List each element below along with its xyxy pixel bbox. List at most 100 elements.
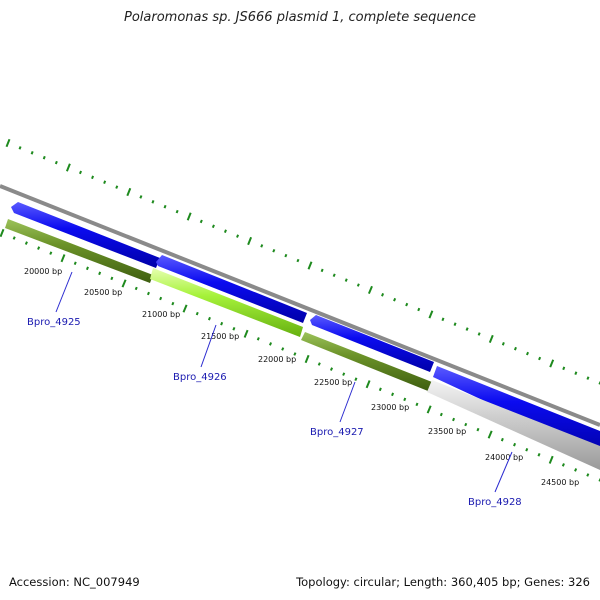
tick-mark [110, 276, 114, 281]
tick-mark [24, 241, 28, 245]
accession-text: Accession: NC_007949 [9, 575, 140, 589]
tick-mark [126, 187, 132, 197]
gene-label-bpro-4928[interactable]: Bpro_4928 [468, 497, 522, 508]
scale-label: 20500 bp [84, 288, 122, 297]
leader-line-bpro-4928 [494, 451, 513, 493]
tick-mark [91, 175, 95, 180]
tick-mark [428, 310, 434, 319]
leader-line-bpro-4925 [55, 271, 73, 313]
map-title: Polaromonas sp. JS666 plasmid 1, complet… [123, 10, 476, 25]
tick-mark [501, 342, 505, 346]
tick-mark [320, 268, 324, 273]
tick-mark [317, 362, 321, 366]
tick-mark [307, 261, 313, 270]
tick-mark [60, 254, 66, 263]
tick-mark [415, 402, 419, 407]
tick-mark [525, 351, 530, 356]
tick-mark [452, 417, 456, 422]
tick-mark [243, 329, 249, 338]
tick-mark [403, 397, 407, 402]
gene-label-bpro-4927[interactable]: Bpro_4927 [310, 427, 364, 438]
tick-mark [281, 347, 285, 351]
tick-mark [513, 442, 517, 447]
tick-mark [441, 317, 445, 322]
tick-mark [18, 146, 22, 150]
tick-mark [453, 322, 457, 326]
tick-mark [439, 412, 443, 417]
tick-mark [256, 337, 260, 341]
tick-mark [586, 376, 590, 380]
tick-mark [12, 236, 16, 240]
tick-mark [296, 258, 300, 263]
tick-mark [586, 473, 590, 477]
tick-mark [293, 352, 297, 356]
tick-mark [367, 285, 373, 294]
inner-tick-ring [0, 228, 600, 482]
tick-mark [85, 266, 89, 271]
tick-mark [476, 427, 480, 432]
tick-mark [354, 377, 358, 381]
outer-tick-ring [5, 138, 600, 385]
tick-mark [500, 437, 504, 442]
tick-mark [211, 224, 215, 229]
reverse-gene-bpro-4925[interactable] [5, 219, 153, 283]
tick-mark [223, 229, 227, 233]
leader-line-bpro-4927 [339, 381, 356, 423]
tick-mark [163, 204, 167, 209]
tick-mark [171, 301, 175, 306]
tick-mark [115, 185, 119, 189]
reverse-gene-bpro-4926[interactable] [150, 268, 303, 337]
tick-mark [365, 380, 371, 389]
gene-label-bpro-4926[interactable]: Bpro_4926 [173, 372, 227, 383]
tick-mark [159, 296, 163, 301]
tick-mark [417, 307, 421, 312]
tick-mark [121, 279, 127, 288]
tick-mark [574, 468, 578, 472]
tick-mark [103, 180, 107, 184]
scale-label: 24000 bp [485, 453, 523, 462]
tick-mark [549, 359, 555, 368]
tick-mark [488, 334, 494, 343]
forward-gene-3[interactable] [310, 315, 434, 372]
tick-mark [139, 195, 143, 199]
forward-gene-2[interactable] [156, 255, 307, 323]
tick-mark [199, 219, 203, 224]
tick-mark [151, 200, 155, 204]
tick-mark [381, 293, 385, 297]
reverse-strand-genes [5, 219, 600, 470]
scale-label: 21000 bp [142, 310, 180, 319]
tick-mark [98, 271, 102, 276]
tick-mark [232, 327, 236, 331]
scale-label: 22500 bp [314, 378, 352, 387]
tick-mark [548, 455, 554, 464]
tick-mark [464, 422, 468, 427]
forward-gene-1[interactable] [11, 202, 160, 268]
reverse-gene-bpro-4927[interactable] [301, 332, 432, 391]
tick-mark [356, 283, 360, 287]
tick-mark [574, 371, 578, 375]
tick-mark [73, 261, 77, 265]
reverse-gene-bpro-4928[interactable] [427, 380, 600, 470]
tick-mark [561, 463, 565, 467]
gene-label-bpro-4925[interactable]: Bpro_4925 [27, 317, 81, 328]
tick-mark [134, 286, 138, 291]
tick-mark [405, 302, 409, 307]
tick-mark [37, 246, 41, 250]
tick-mark [477, 332, 481, 336]
scale-label: 21500 bp [201, 332, 239, 341]
tick-mark [342, 372, 346, 376]
tick-mark [236, 234, 240, 238]
tick-mark [207, 316, 211, 321]
tick-mark [54, 160, 58, 165]
tick-mark [393, 297, 397, 302]
tick-mark [247, 236, 253, 246]
tick-mark [487, 430, 493, 439]
tick-mark [182, 304, 188, 313]
tick-mark [391, 392, 395, 397]
scale-label: 22000 bp [258, 355, 296, 364]
tick-mark [562, 366, 566, 371]
scale-label: 20000 bp [24, 267, 62, 276]
tick-mark [465, 327, 469, 331]
tick-mark [146, 291, 150, 296]
